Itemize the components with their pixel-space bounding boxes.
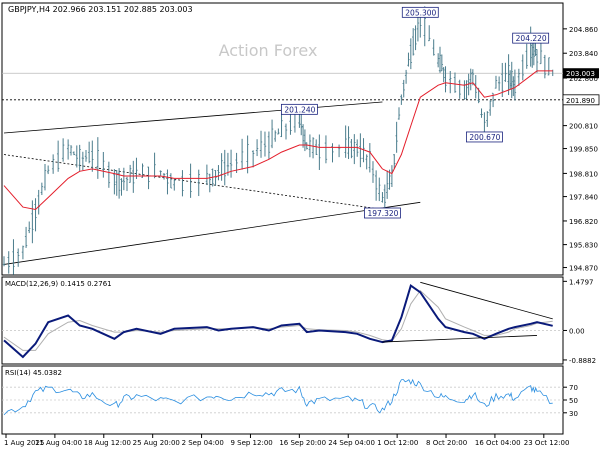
macd-y-tick-label: 1.4797 <box>569 278 594 286</box>
price-y-tick-label: 204.860 <box>569 26 598 34</box>
level-tag-label: 201.890 <box>566 97 595 105</box>
price-y-tick-label: 198.810 <box>569 170 598 178</box>
x-tick-label: 16 Oct 04:00 <box>475 439 521 447</box>
level-tag-box <box>562 94 600 106</box>
moving-average-line <box>3 70 553 211</box>
x-tick-label: 23 Oct 12:00 <box>524 439 570 447</box>
price-trendline <box>3 101 383 134</box>
current-price-tag-label: 203.003 <box>566 70 595 78</box>
price-levels <box>2 72 563 101</box>
macd-signal-line <box>3 289 553 351</box>
price-annotation-box <box>512 32 550 44</box>
price-annotation-label: 200.670 <box>469 133 500 142</box>
price-annotation-box <box>280 103 318 115</box>
rsi-title: RSI(14) 45.0382 <box>5 369 62 377</box>
symbol-header: GBPJPY,H4 202.966 203.151 202.885 203.00… <box>8 5 193 14</box>
price-annotation-box <box>364 207 401 219</box>
macd-trendline <box>420 281 553 320</box>
price-y-tick-label: 200.810 <box>569 123 598 131</box>
x-tick-label: 2 Sep 04:00 <box>182 439 224 447</box>
macd-line <box>3 283 553 359</box>
price-y-tick-label: 202.800 <box>569 75 598 83</box>
rsi-y-tick-label: 70 <box>569 384 578 392</box>
x-tick-label: 16 Sep 20:00 <box>279 439 326 447</box>
price-y-tick-label: 195.830 <box>569 242 598 250</box>
x-tick-label: 9 Sep 12:00 <box>230 439 272 447</box>
rsi-lines <box>3 378 553 416</box>
current-price-tag-box <box>563 68 599 79</box>
macd-title: MACD(12,26,9) 0.1415 0.2761 <box>5 280 112 288</box>
rsi-y-tick-label: 30 <box>569 410 578 418</box>
macd-pane-frame <box>1 276 564 365</box>
price-annotation-label: 197.320 <box>367 209 398 218</box>
price-y-tick-label: 199.850 <box>569 146 598 154</box>
price-y-tick-label: 197.840 <box>569 194 598 202</box>
price-annotation-label: 201.240 <box>284 105 315 114</box>
x-tick-label: 25 Aug 20:00 <box>133 439 180 447</box>
price-y-tick-label: 203.840 <box>569 50 598 58</box>
price-y-tick-label: 194.870 <box>569 265 598 273</box>
price-annotation-label: 205.300 <box>405 8 436 17</box>
macd-lines <box>3 283 553 359</box>
price-lines <box>3 70 553 211</box>
x-tick-label: 1 Aug 2025 <box>4 439 44 447</box>
macd-y-tick-label: -0.8882 <box>569 357 596 365</box>
rsi-y-tick-label: 50 <box>569 397 578 405</box>
price-annotation-box <box>466 131 503 143</box>
price-tags: 203.003 201.890 <box>562 68 600 106</box>
rsi-y-axis: 70 50 30 <box>2 384 578 418</box>
price-annotation-box <box>401 6 439 18</box>
macd-trendline <box>382 335 537 343</box>
x-tick-label: 11 Aug 04:00 <box>35 439 82 447</box>
watermark: Action Forex <box>219 41 318 60</box>
x-tick-label: 8 Oct 20:00 <box>426 439 467 447</box>
price-annotations: 205.300 204.220 201.240 200.670 197.320 <box>280 6 550 219</box>
macd-trendlines <box>382 281 553 343</box>
price-trendline <box>3 201 421 265</box>
macd-y-tick-label: 0.00 <box>569 327 585 335</box>
price-bars <box>2 6 554 275</box>
price-trendlines <box>3 101 421 265</box>
x-tick-label: 24 Sep 04:00 <box>328 439 375 447</box>
x-tick-label: 1 Oct 12:00 <box>377 439 418 447</box>
rsi-line <box>3 378 553 416</box>
price-annotation-label: 204.220 <box>516 34 547 43</box>
price-pane-frame <box>1 2 564 276</box>
x-tick-label: 18 Aug 12:00 <box>84 439 131 447</box>
price-y-tick-label: 196.820 <box>569 218 598 226</box>
